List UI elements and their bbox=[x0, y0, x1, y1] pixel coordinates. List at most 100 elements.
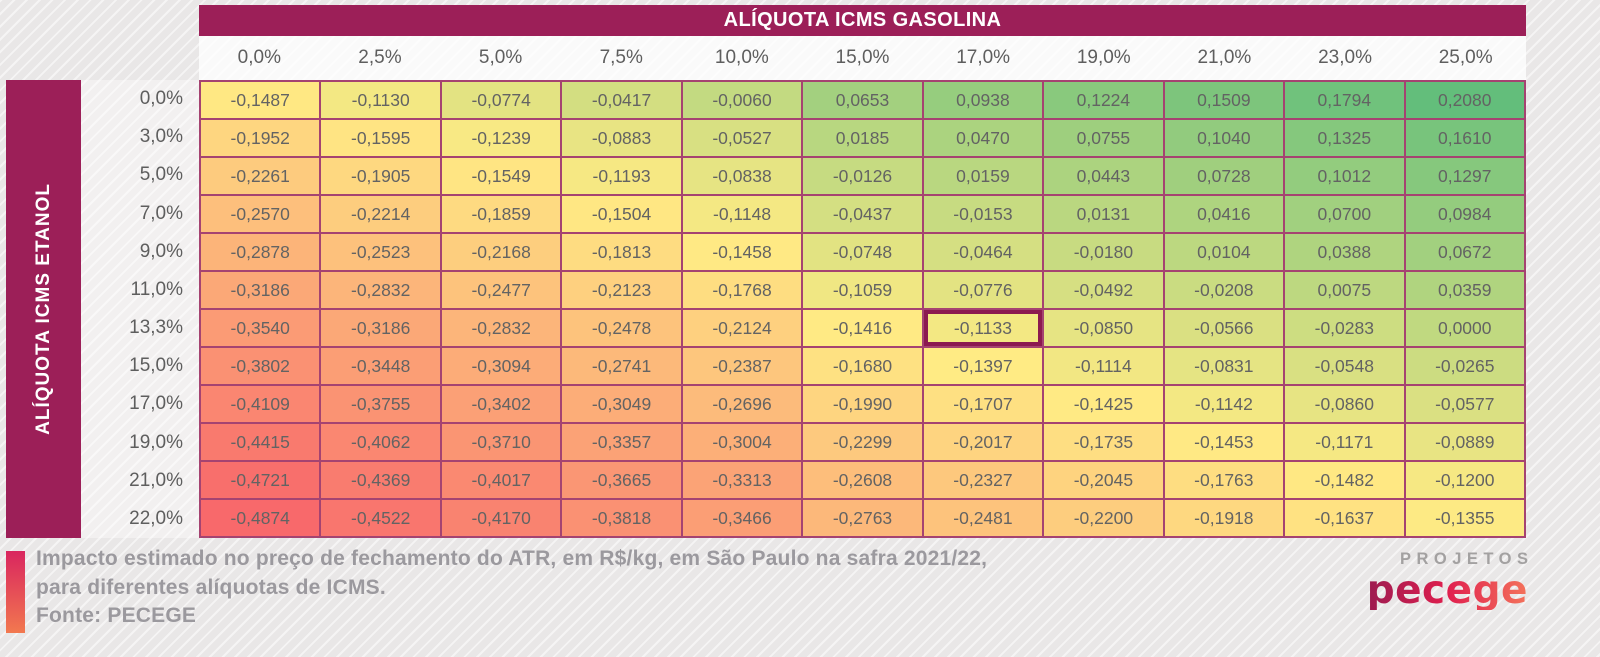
heatmap-cell: -0,0283 bbox=[1285, 310, 1406, 348]
heatmap-cell: -0,1425 bbox=[1044, 386, 1165, 424]
heatmap-cell: -0,3818 bbox=[562, 500, 683, 538]
heatmap-cell: -0,1813 bbox=[562, 234, 683, 272]
heatmap-cell: -0,4415 bbox=[201, 424, 322, 462]
heatmap-cell: -0,4170 bbox=[441, 500, 563, 538]
heatmap-cell: 0,0416 bbox=[1164, 196, 1286, 234]
heatmap-cell: 0,1012 bbox=[1285, 158, 1406, 196]
heatmap-cell: 0,2080 bbox=[1405, 82, 1526, 120]
heatmap-cell: -0,3466 bbox=[682, 500, 804, 538]
heatmap-cell: -0,2832 bbox=[441, 310, 563, 348]
heatmap-cell-grid: -0,1487 -0,1130 -0,0774 -0,0417 -0,0060 0,065… bbox=[199, 80, 1526, 538]
heatmap-cell: -0,2478 bbox=[562, 310, 683, 348]
row-header: 21,0% bbox=[129, 469, 183, 491]
heatmap-cell: -0,0060 bbox=[682, 82, 804, 120]
heatmap-cell: 0,0104 bbox=[1164, 234, 1286, 272]
heatmap-cell: -0,0860 bbox=[1285, 386, 1406, 424]
column-header: 25,0% bbox=[1438, 47, 1493, 68]
heatmap-cell: 0,0984 bbox=[1405, 196, 1526, 234]
heatmap-cell: -0,3186 bbox=[201, 272, 322, 310]
heatmap-cell: -0,0153 bbox=[923, 196, 1045, 234]
column-header: 23,0% bbox=[1318, 47, 1372, 68]
column-header: 7,5% bbox=[599, 47, 643, 68]
heatmap-cell: 0,0700 bbox=[1285, 196, 1406, 234]
heatmap-cell: -0,1735 bbox=[1044, 424, 1165, 462]
heatmap-cell: -0,4017 bbox=[441, 462, 563, 500]
heatmap-cell: -0,3802 bbox=[201, 348, 322, 386]
heatmap-cell: -0,0126 bbox=[803, 158, 924, 196]
heatmap-cell: -0,2123 bbox=[562, 272, 683, 310]
heatmap-cell: -0,2878 bbox=[201, 234, 322, 272]
heatmap-cell: -0,1504 bbox=[562, 196, 683, 234]
heatmap-cell: -0,2608 bbox=[803, 462, 924, 500]
heatmap-cell: 0,0470 bbox=[923, 120, 1045, 158]
heatmap-cell: -0,3049 bbox=[562, 386, 683, 424]
heatmap-cell: -0,2261 bbox=[201, 158, 322, 196]
heatmap-cell: -0,1355 bbox=[1405, 500, 1526, 538]
heatmap-cell: -0,1680 bbox=[803, 348, 924, 386]
row-axis-band: ALÍQUOTA ICMS ETANOL bbox=[6, 80, 81, 538]
heatmap-cell: -0,1059 bbox=[803, 272, 924, 310]
heatmap-cell: -0,1458 bbox=[682, 234, 804, 272]
heatmap-cell: -0,3313 bbox=[682, 462, 804, 500]
heatmap-cell: 0,0728 bbox=[1164, 158, 1286, 196]
heatmap-cell: -0,2741 bbox=[562, 348, 683, 386]
heatmap-cell: -0,2481 bbox=[923, 500, 1045, 538]
heatmap-cell: -0,1595 bbox=[321, 120, 442, 158]
caption-accent-bar bbox=[6, 551, 25, 633]
heatmap-cell: -0,1142 bbox=[1164, 386, 1286, 424]
heatmap-cell: -0,3710 bbox=[441, 424, 563, 462]
heatmap-cell: -0,2696 bbox=[682, 386, 804, 424]
heatmap-cell: -0,1193 bbox=[562, 158, 683, 196]
heatmap-cell: -0,2477 bbox=[441, 272, 563, 310]
heatmap-cell: -0,3448 bbox=[321, 348, 442, 386]
row-header: 7,0% bbox=[139, 202, 183, 224]
caption-source: Fonte: PECEGE bbox=[36, 604, 197, 627]
corner-spacer bbox=[6, 5, 199, 80]
row-header: 0,0% bbox=[139, 88, 183, 110]
heatmap-cell: 0,1297 bbox=[1405, 158, 1526, 196]
heatmap-cell: 0,0159 bbox=[923, 158, 1045, 196]
heatmap-cell: -0,2214 bbox=[321, 196, 442, 234]
heatmap-cell: -0,0776 bbox=[923, 272, 1045, 310]
heatmap-cell: 0,1794 bbox=[1285, 82, 1406, 120]
heatmap-cell: -0,2763 bbox=[803, 500, 924, 538]
heatmap-cell: -0,2387 bbox=[682, 348, 804, 386]
heatmap-cell: -0,2327 bbox=[923, 462, 1045, 500]
heatmap-cell: 0,0755 bbox=[1044, 120, 1165, 158]
column-header: 0,0% bbox=[237, 47, 281, 68]
heatmap-cell: -0,1990 bbox=[803, 386, 924, 424]
column-header: 10,0% bbox=[714, 47, 769, 68]
heatmap-cell: -0,1130 bbox=[321, 82, 442, 120]
icms-heatmap-table: ALÍQUOTA ICMS GASOLINA 0,0% 2,5% 5,0% 7,5% 1… bbox=[6, 5, 1526, 538]
pecege-logo: PROJETOS pecege bbox=[1367, 551, 1528, 610]
heatmap-cell: -0,0208 bbox=[1164, 272, 1286, 310]
heatmap-cell: -0,1905 bbox=[321, 158, 442, 196]
row-header: 9,0% bbox=[139, 240, 183, 262]
heatmap-cell: -0,1637 bbox=[1285, 500, 1406, 538]
heatmap-cell: -0,4874 bbox=[201, 500, 322, 538]
logo-pecege-text: pecege bbox=[1366, 567, 1528, 613]
heatmap-cell: -0,1918 bbox=[1164, 500, 1286, 538]
column-header: 15,0% bbox=[835, 47, 890, 68]
heatmap-cell: -0,1416 bbox=[803, 310, 924, 348]
heatmap-cell: 0,1040 bbox=[1164, 120, 1286, 158]
caption-block: Impacto estimado no preço de fechamento … bbox=[36, 545, 987, 631]
row-header: 19,0% bbox=[129, 431, 183, 453]
heatmap-cell: -0,1763 bbox=[1164, 462, 1286, 500]
heatmap-cell: -0,0566 bbox=[1164, 310, 1286, 348]
heatmap-cell: -0,0831 bbox=[1164, 348, 1286, 386]
row-header: 15,0% bbox=[129, 355, 183, 377]
heatmap-cell: -0,4369 bbox=[321, 462, 442, 500]
heatmap-cell: -0,1171 bbox=[1285, 424, 1406, 462]
heatmap-cell: -0,0265 bbox=[1405, 348, 1526, 386]
heatmap-cell: -0,2832 bbox=[321, 272, 442, 310]
heatmap-cell: -0,0838 bbox=[682, 158, 804, 196]
heatmap-cell: -0,1453 bbox=[1164, 424, 1286, 462]
heatmap-cell: 0,0388 bbox=[1285, 234, 1406, 272]
heatmap-cell: -0,3755 bbox=[321, 386, 442, 424]
heatmap-cell: 0,0653 bbox=[803, 82, 924, 120]
logo-projetos-text: PROJETOS bbox=[1399, 550, 1534, 568]
heatmap-cell: -0,0437 bbox=[803, 196, 924, 234]
heatmap-cell: -0,1768 bbox=[682, 272, 804, 310]
heatmap-cell: 0,0938 bbox=[923, 82, 1045, 120]
